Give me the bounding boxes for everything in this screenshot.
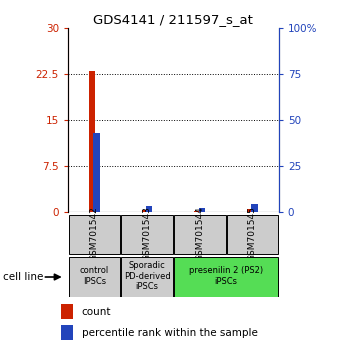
Text: cell line: cell line bbox=[3, 272, 44, 282]
Bar bbox=[146, 206, 152, 212]
Bar bbox=[142, 210, 148, 212]
Bar bbox=[61, 325, 73, 340]
Bar bbox=[121, 215, 173, 255]
Bar bbox=[61, 304, 73, 319]
Text: GSM701544: GSM701544 bbox=[195, 206, 204, 261]
Text: GSM701542: GSM701542 bbox=[90, 206, 99, 261]
Text: control
IPSCs: control IPSCs bbox=[80, 267, 109, 286]
Bar bbox=[194, 211, 201, 212]
Bar bbox=[174, 215, 225, 255]
Bar bbox=[93, 133, 100, 212]
Bar bbox=[247, 209, 254, 212]
Bar bbox=[121, 257, 173, 297]
Text: percentile rank within the sample: percentile rank within the sample bbox=[82, 328, 258, 338]
Title: GDS4141 / 211597_s_at: GDS4141 / 211597_s_at bbox=[94, 13, 253, 26]
Bar bbox=[199, 208, 205, 212]
Text: GSM701545: GSM701545 bbox=[248, 206, 257, 261]
Text: count: count bbox=[82, 307, 112, 316]
Bar bbox=[89, 71, 96, 212]
Bar bbox=[69, 257, 120, 297]
Text: presenilin 2 (PS2)
iPSCs: presenilin 2 (PS2) iPSCs bbox=[189, 267, 263, 286]
Bar bbox=[251, 204, 258, 212]
Bar bbox=[69, 215, 120, 255]
Bar bbox=[174, 257, 278, 297]
Text: Sporadic
PD-derived
iPSCs: Sporadic PD-derived iPSCs bbox=[124, 261, 170, 291]
Text: GSM701543: GSM701543 bbox=[142, 206, 152, 261]
Bar bbox=[227, 215, 278, 255]
